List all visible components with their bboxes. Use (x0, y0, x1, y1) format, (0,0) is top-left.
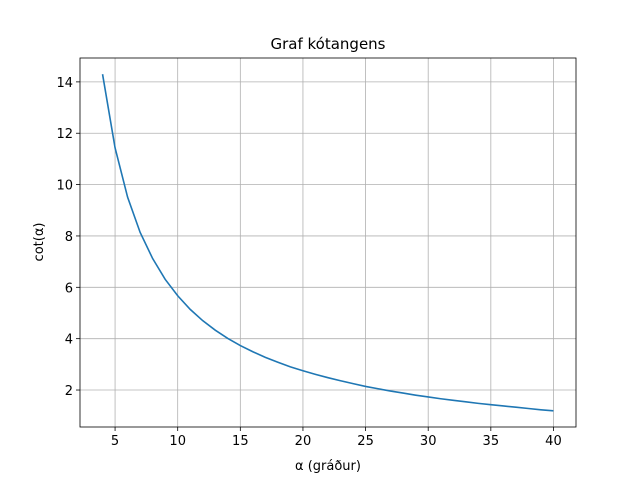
x-tick-label: 40 (545, 434, 562, 449)
y-tick-label: 14 (56, 76, 73, 91)
x-tick-label: 30 (420, 434, 437, 449)
y-tick-label: 12 (56, 127, 73, 142)
chart-title: Graf kótangens (270, 35, 385, 53)
y-tick-label: 10 (56, 179, 73, 194)
line (101, 74, 554, 412)
y-tick-label: 6 (65, 281, 73, 296)
x-tick-label: 20 (295, 434, 312, 449)
plot-frame (79, 57, 577, 428)
x-tick-label: 15 (232, 434, 249, 449)
x-tick-label: 10 (169, 434, 186, 449)
y-axis-label: cot(α) (32, 223, 47, 262)
x-tick-label: 25 (357, 434, 374, 449)
x-axis-label: α (gráður) (295, 459, 361, 474)
y-tick-label: 2 (65, 384, 73, 399)
y-tick-label: 8 (65, 230, 73, 245)
x-tick-label: 5 (111, 434, 119, 449)
x-tick-label: 35 (483, 434, 500, 449)
y-tick-label: 4 (65, 333, 73, 348)
